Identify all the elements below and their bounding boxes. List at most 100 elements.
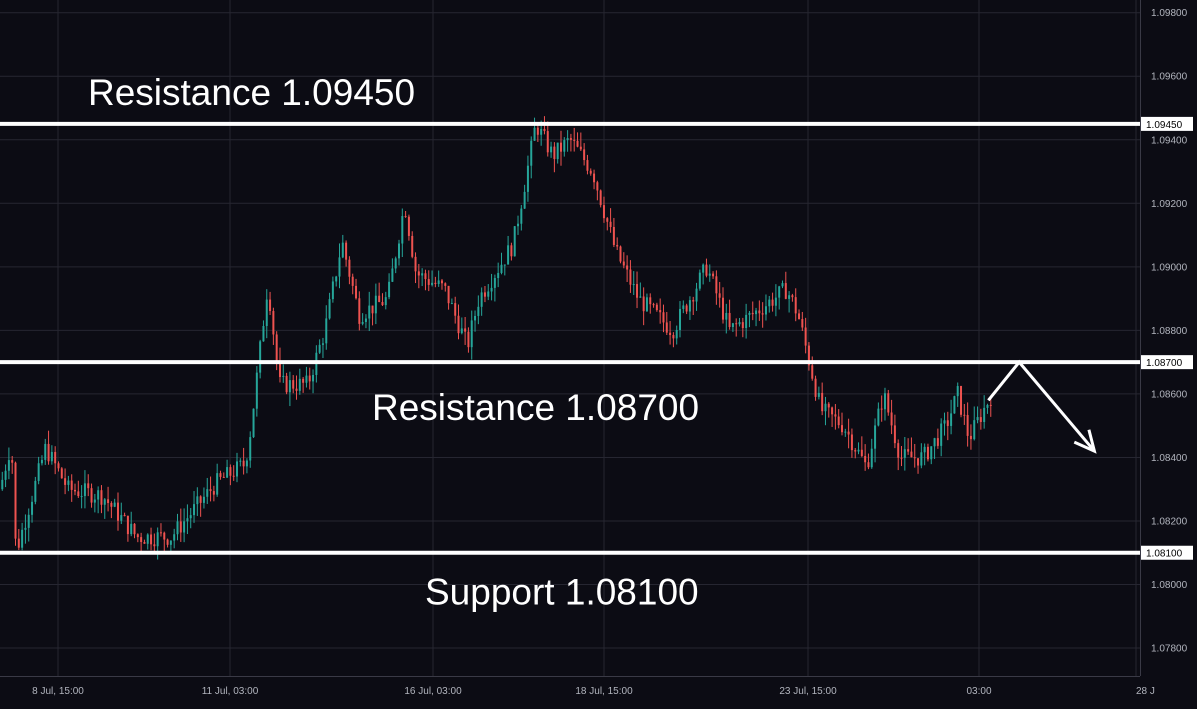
candle-body — [490, 287, 493, 292]
candle-body — [189, 515, 192, 519]
candle-body — [566, 138, 569, 141]
candle-body — [146, 534, 149, 544]
candle-body — [530, 140, 533, 166]
candle-body — [662, 312, 665, 323]
candle-body — [331, 281, 334, 300]
candle-body — [827, 403, 830, 408]
y-tick-label: 1.09600 — [1151, 72, 1188, 83]
candle-body — [483, 292, 486, 297]
candle-body — [242, 460, 245, 467]
candle-body — [559, 142, 562, 152]
candle-body — [837, 416, 840, 426]
candle-body — [791, 295, 794, 298]
candle-body — [206, 489, 209, 497]
candle-body — [874, 425, 877, 449]
y-tick-label: 1.08400 — [1151, 453, 1188, 464]
x-tick-label: 8 Jul, 15:00 — [32, 686, 84, 697]
candle-body — [553, 146, 556, 160]
candle-body — [612, 227, 615, 245]
candle-body — [814, 378, 817, 397]
y-tick-label: 1.09200 — [1151, 199, 1188, 210]
candle-body — [493, 278, 496, 288]
candle-body — [321, 343, 324, 345]
candle-body — [245, 460, 248, 467]
candle-body — [712, 273, 715, 277]
candle-body — [926, 446, 929, 460]
candle-body — [292, 380, 295, 389]
candle-body — [209, 489, 212, 492]
candle-body — [216, 473, 219, 495]
candle-body — [764, 306, 767, 315]
candle-body — [282, 375, 285, 378]
candle-body — [47, 443, 50, 462]
candle-body — [963, 414, 966, 416]
candle-body — [4, 470, 7, 480]
candle-body — [305, 375, 308, 383]
candle-body — [536, 127, 539, 135]
candle-body — [513, 226, 516, 257]
x-tick-label: 18 Jul, 15:00 — [575, 686, 633, 697]
candle-body — [159, 532, 162, 534]
candle-body — [669, 332, 672, 336]
candle-body — [563, 140, 566, 152]
candle-body — [923, 446, 926, 453]
candle-body — [854, 450, 857, 452]
candle-body — [196, 496, 199, 505]
candle-body — [517, 223, 520, 227]
candle-body — [153, 544, 156, 547]
candle-body — [850, 434, 853, 451]
candle-body — [586, 160, 589, 171]
candle-body — [338, 257, 341, 277]
candle-body — [229, 467, 232, 476]
candle-body — [543, 128, 546, 132]
candle-body — [93, 499, 96, 503]
candle-body — [371, 305, 374, 314]
candle-body — [460, 328, 463, 334]
candle-body — [917, 458, 920, 466]
candle-body — [599, 190, 602, 206]
candle-body — [636, 284, 639, 298]
price-tag-label: 1.08700 — [1146, 358, 1183, 369]
candle-body — [54, 451, 57, 464]
candle-body — [232, 475, 235, 477]
candle-body — [771, 299, 774, 306]
candle-body — [126, 515, 129, 535]
candle-body — [467, 331, 470, 348]
candle-body — [890, 412, 893, 426]
candle-body — [378, 295, 381, 302]
candle-body — [735, 323, 738, 325]
candle-body — [675, 329, 678, 339]
candle-body — [110, 503, 113, 507]
candle-body — [186, 518, 189, 522]
candle-body — [652, 304, 655, 306]
candle-body — [913, 457, 916, 459]
candle-body — [626, 265, 629, 270]
candle-body — [738, 322, 741, 325]
candle-body — [946, 420, 949, 426]
candle-body — [318, 344, 321, 353]
candle-body — [60, 468, 63, 479]
candle-body — [312, 374, 315, 382]
candle-body — [622, 261, 625, 266]
candle-body — [417, 271, 420, 276]
candle-body — [440, 280, 443, 284]
candle-body — [748, 312, 751, 315]
candle-body — [67, 480, 70, 485]
candle-body — [655, 304, 658, 311]
candle-body — [966, 415, 969, 436]
candle-body — [262, 325, 265, 342]
candle-body — [368, 305, 371, 319]
candle-body — [97, 490, 100, 500]
candle-body — [388, 281, 391, 298]
candle-body — [351, 276, 354, 286]
candle-body — [679, 308, 682, 330]
candle-body — [183, 521, 186, 533]
price-tag-background — [1141, 116, 1193, 131]
candle-body — [659, 310, 662, 313]
candle-body — [520, 208, 523, 224]
candle-body — [751, 312, 754, 315]
candle-body — [897, 443, 900, 458]
candle-body — [100, 490, 103, 505]
candle-body — [176, 521, 179, 535]
